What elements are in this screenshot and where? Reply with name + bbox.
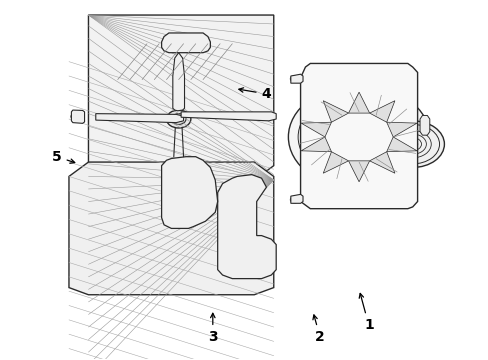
Polygon shape <box>301 137 331 152</box>
Polygon shape <box>290 194 303 203</box>
Polygon shape <box>300 63 417 209</box>
Text: 4: 4 <box>238 87 271 101</box>
Circle shape <box>183 41 188 45</box>
Text: 3: 3 <box>207 313 217 344</box>
Text: 5: 5 <box>52 150 75 164</box>
Circle shape <box>407 140 417 148</box>
Polygon shape <box>369 101 394 122</box>
Polygon shape <box>71 110 84 123</box>
Polygon shape <box>96 114 183 123</box>
Circle shape <box>175 117 182 122</box>
Polygon shape <box>172 53 184 111</box>
Circle shape <box>249 180 254 184</box>
Polygon shape <box>69 162 273 295</box>
Polygon shape <box>386 137 416 152</box>
Circle shape <box>176 224 180 226</box>
Polygon shape <box>348 161 369 182</box>
Polygon shape <box>161 33 210 53</box>
Polygon shape <box>323 101 348 122</box>
Circle shape <box>325 112 392 162</box>
Polygon shape <box>301 122 331 137</box>
Polygon shape <box>348 92 369 113</box>
Text: 1: 1 <box>359 293 373 332</box>
Circle shape <box>344 126 373 148</box>
Polygon shape <box>386 122 416 137</box>
Polygon shape <box>419 116 429 135</box>
Text: 2: 2 <box>312 315 325 344</box>
Polygon shape <box>290 74 303 83</box>
Polygon shape <box>181 112 276 121</box>
Circle shape <box>166 110 190 128</box>
Polygon shape <box>161 157 217 228</box>
Polygon shape <box>217 175 276 279</box>
Circle shape <box>288 85 429 189</box>
Circle shape <box>380 121 444 167</box>
Polygon shape <box>323 152 348 173</box>
Polygon shape <box>369 152 394 173</box>
Circle shape <box>409 142 414 146</box>
Polygon shape <box>88 15 273 180</box>
Circle shape <box>354 134 362 140</box>
